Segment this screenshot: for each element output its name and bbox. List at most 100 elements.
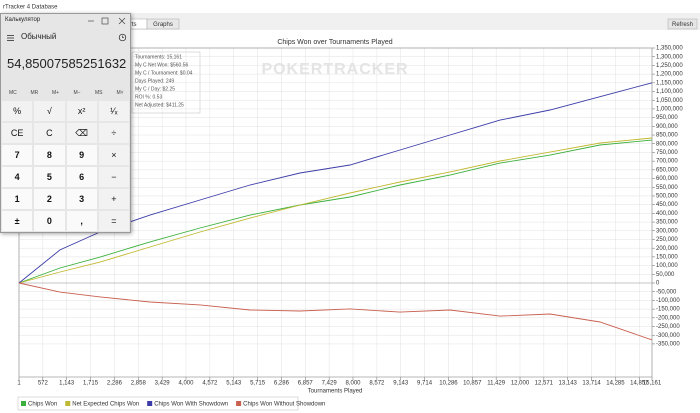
x-tick-label: 12,000 (511, 381, 530, 387)
y-tick-label: 250,000 (656, 237, 678, 243)
y-tick-label: 550,000 (656, 185, 678, 191)
calc-button[interactable]: ¹⁄ₓ (97, 100, 130, 122)
info-line: My C Net Won: $560.56 (135, 62, 188, 68)
legend-swatch (236, 401, 242, 406)
legend-label: Chips Won With Showdown (154, 402, 228, 408)
memory-button[interactable]: M− (73, 90, 81, 96)
y-tick-label: -200,000 (656, 315, 680, 321)
calc-button[interactable]: + (97, 188, 130, 210)
history-icon[interactable] (118, 33, 127, 42)
calc-button[interactable]: 5 (33, 166, 66, 188)
calc-display: 54,85007585251632 (7, 56, 127, 71)
y-tick-label: 1,050,000 (656, 98, 683, 104)
x-tick-label: 1,715 (83, 381, 99, 387)
calc-button[interactable]: x² (65, 100, 98, 122)
x-tick-label: 4,000 (178, 381, 194, 387)
x-tick-label: 8,572 (369, 381, 385, 387)
calc-button[interactable]: , (65, 210, 98, 232)
x-tick-label: 9,714 (417, 381, 433, 387)
x-tick-label: 6,286 (274, 381, 290, 387)
calc-button[interactable]: ⌫ (65, 122, 98, 144)
y-tick-label: -350,000 (656, 342, 680, 348)
y-tick-label: 1,350,000 (656, 46, 683, 52)
calc-button[interactable]: 3 (65, 188, 98, 210)
y-tick-label: -100,000 (656, 298, 680, 304)
info-line: My C / Tournament: $0.04 (135, 70, 193, 76)
calc-button[interactable]: 4 (1, 166, 34, 188)
calc-mode: Обычный (21, 32, 57, 41)
x-tick-label: 1 (17, 381, 21, 387)
y-tick-label: 900,000 (656, 124, 678, 130)
series-line (18, 139, 653, 284)
refresh-label[interactable]: Refresh (672, 22, 693, 28)
memory-button[interactable]: MC (9, 90, 17, 96)
title-bar (0, 0, 700, 13)
info-line: My C / Day: $2.25 (135, 86, 175, 92)
series-line (18, 137, 653, 284)
y-tick-label: 50,000 (656, 272, 675, 278)
calc-button[interactable]: 0 (33, 210, 66, 232)
calc-button[interactable]: 7 (1, 144, 34, 166)
calc-button[interactable]: 1 (1, 188, 34, 210)
tab-label[interactable]: Graphs (153, 22, 173, 28)
memory-button[interactable]: MS (95, 90, 103, 96)
calc-button[interactable]: − (97, 166, 130, 188)
calc-button[interactable]: CE (1, 122, 34, 144)
memory-button[interactable]: MR (30, 90, 39, 96)
window-controls[interactable] (85, 16, 131, 26)
legend (17, 396, 299, 411)
refresh-button[interactable] (667, 18, 698, 30)
legend-swatch (147, 401, 153, 406)
x-axis-label: Tournaments Played (308, 389, 363, 395)
y-tick-label: 350,000 (656, 220, 678, 226)
y-tick-label: 850,000 (656, 133, 678, 139)
y-tick-label: -300,000 (656, 333, 680, 339)
series-line (18, 282, 653, 341)
calc-button[interactable]: ± (1, 210, 34, 232)
calc-button[interactable]: √ (33, 100, 66, 122)
legend-label: Chips Won Without Showdown (243, 402, 325, 408)
calc-button[interactable]: 9 (65, 144, 98, 166)
x-tick-label: 14,285 (606, 381, 625, 387)
x-tick-label: 7,429 (322, 381, 338, 387)
menu-icon[interactable] (6, 34, 16, 42)
y-tick-label: 1,100,000 (656, 89, 683, 95)
y-tick-label: 1,000,000 (656, 107, 683, 113)
x-tick-label: 10,857 (463, 381, 482, 387)
y-tick-label: -150,000 (656, 307, 680, 313)
y-tick-label: 1,200,000 (656, 72, 683, 78)
y-tick-label: 700,000 (656, 159, 678, 165)
calc-button[interactable]: = (97, 210, 130, 232)
y-tick-label: 1,250,000 (656, 63, 683, 69)
y-tick-label: 150,000 (656, 254, 678, 260)
y-tick-label: 300,000 (656, 228, 678, 234)
info-line: Net Adjusted: $411.25 (135, 102, 184, 108)
legend-label: Net Expected Chips Won (72, 402, 139, 408)
calc-button[interactable]: 2 (33, 188, 66, 210)
calc-button[interactable]: 6 (65, 166, 98, 188)
calc-button[interactable]: C (33, 122, 66, 144)
info-box (131, 51, 201, 114)
calculator-window: Калькулятор Обычный 54,85007585251632 MC… (0, 13, 131, 233)
tab[interactable] (146, 18, 180, 30)
calc-button[interactable]: × (97, 144, 130, 166)
calc-button[interactable]: ÷ (97, 122, 130, 144)
memory-button[interactable]: M+ (52, 90, 60, 96)
watermark: POKERTRACKER (261, 61, 408, 78)
x-tick-label: 2,286 (107, 381, 123, 387)
info-line: ROI %: 0.53 (135, 94, 162, 100)
y-tick-label: -50,000 (656, 289, 677, 295)
x-tick-label: 12,571 (535, 381, 554, 387)
y-tick-label: 800,000 (656, 141, 678, 147)
memory-button[interactable]: M˅ (116, 90, 124, 96)
calc-button[interactable]: % (1, 100, 34, 122)
calc-button[interactable]: 8 (33, 144, 66, 166)
legend-swatch (65, 401, 71, 406)
x-tick-label: 5,143 (226, 381, 242, 387)
y-tick-label: 1,150,000 (656, 80, 683, 86)
x-tick-label: 3,429 (155, 381, 171, 387)
y-tick-label: 650,000 (656, 167, 678, 173)
x-tick-label: 1,143 (59, 381, 75, 387)
x-tick-label: 2,858 (131, 381, 147, 387)
